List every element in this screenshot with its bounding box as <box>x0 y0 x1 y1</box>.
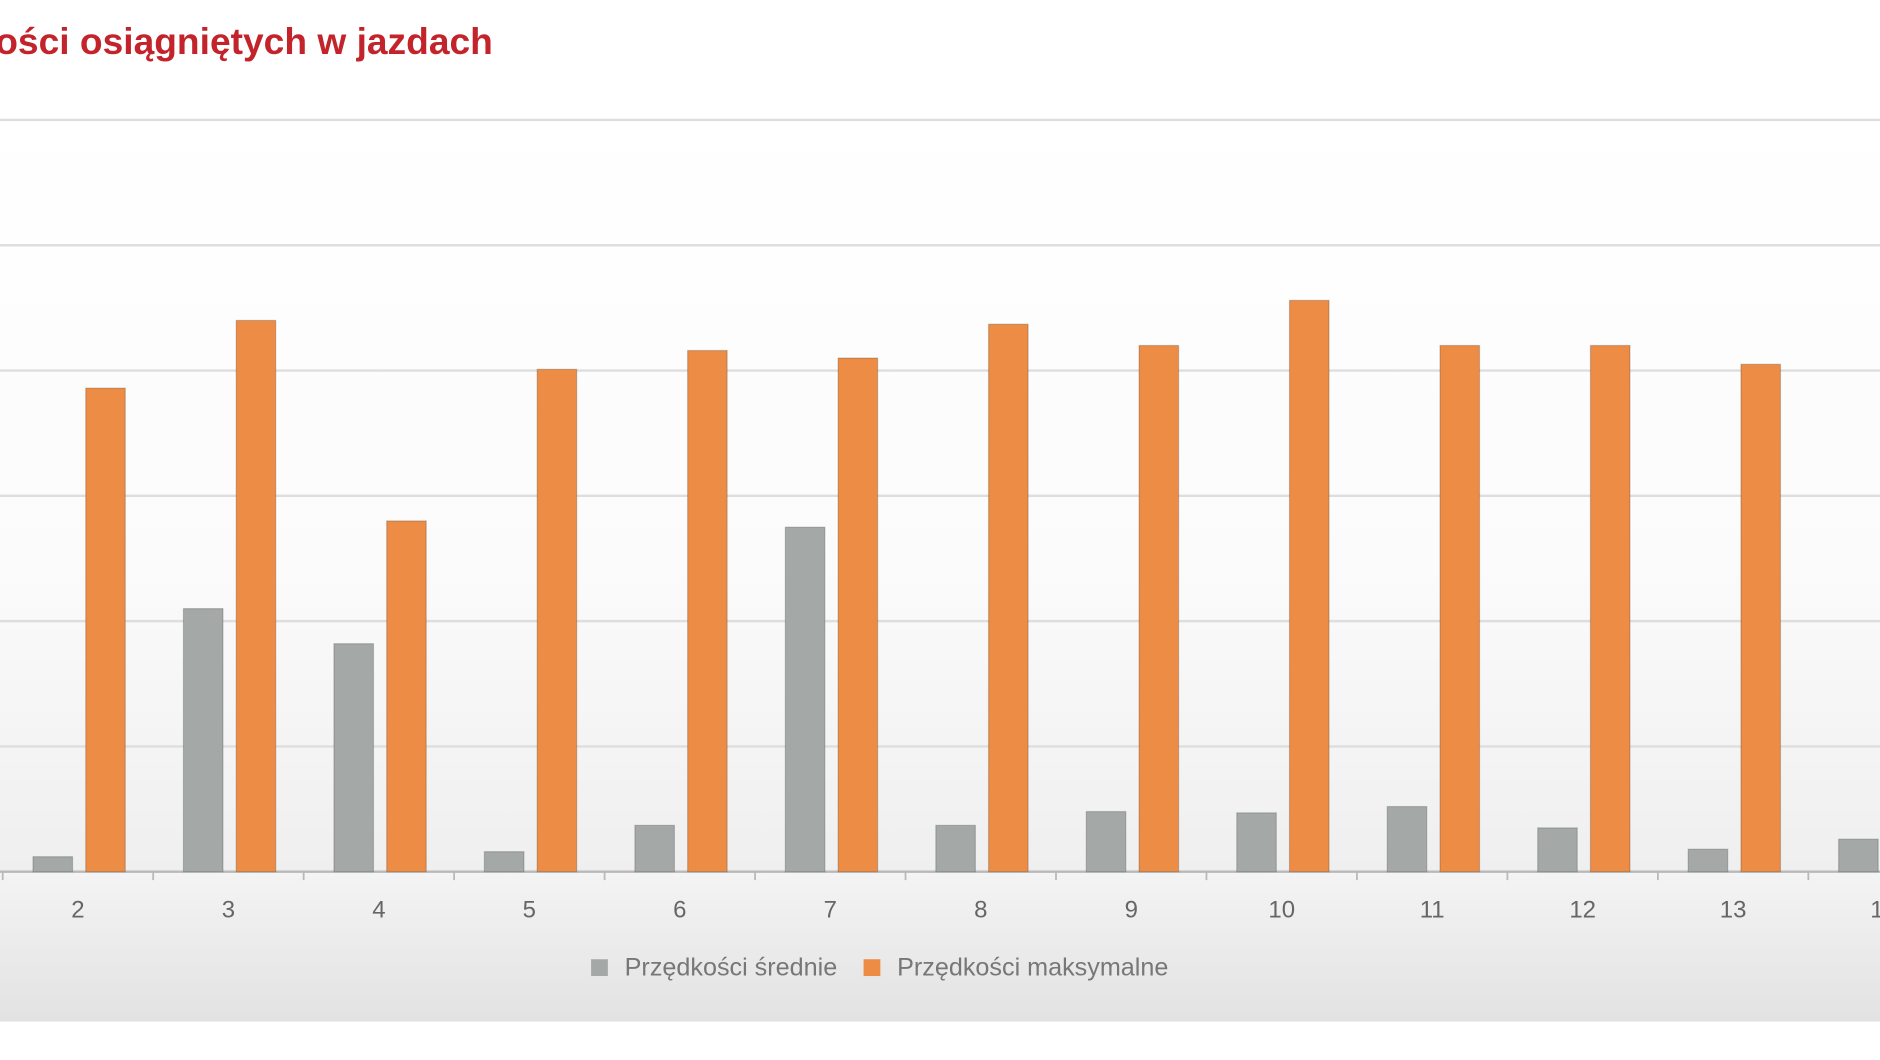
bar <box>483 851 525 873</box>
bar <box>1838 838 1879 873</box>
bar <box>1537 827 1578 873</box>
bar <box>1236 812 1277 873</box>
bar <box>1288 299 1330 873</box>
chart-title: ości osiągniętych w jazdach <box>0 20 493 62</box>
legend-label: Przędkości średnie <box>625 953 838 981</box>
bar <box>935 824 976 873</box>
x-tick-label: 5 <box>523 897 536 924</box>
bar <box>1687 848 1729 873</box>
x-tick-label: 3 <box>222 897 235 924</box>
footer-area <box>0 871 1880 1022</box>
x-tick-label: 7 <box>824 897 837 924</box>
legend-swatch <box>863 959 881 977</box>
x-tick-label: 8 <box>974 897 987 924</box>
x-tick-label: 14 <box>1870 897 1880 924</box>
bar <box>85 387 126 873</box>
bar <box>32 856 74 873</box>
x-tick-label: 13 <box>1720 897 1747 924</box>
legend-swatch <box>591 959 608 977</box>
bar <box>235 319 277 873</box>
x-tick-label: 12 <box>1569 897 1596 924</box>
bar <box>1439 344 1481 873</box>
bar <box>386 520 427 873</box>
bar <box>784 526 826 873</box>
bar <box>333 643 375 873</box>
bar <box>634 824 676 873</box>
x-tick-label: 4 <box>372 897 385 924</box>
x-tick-label: 9 <box>1125 897 1138 924</box>
bar <box>1085 810 1127 873</box>
x-tick-label: 10 <box>1268 897 1295 924</box>
legend-label: Przędkości maksymalne <box>897 953 1168 981</box>
bar <box>1740 363 1782 873</box>
bar <box>1138 344 1180 873</box>
bar <box>1589 344 1631 873</box>
x-tick-label: 6 <box>673 897 686 924</box>
bar <box>687 349 728 873</box>
x-tick-label: 2 <box>71 897 84 924</box>
x-tick-label: 11 <box>1420 897 1445 924</box>
bar <box>837 357 879 873</box>
bar <box>1386 805 1428 873</box>
bar <box>536 368 578 873</box>
bar <box>182 607 224 873</box>
bar <box>987 323 1029 873</box>
